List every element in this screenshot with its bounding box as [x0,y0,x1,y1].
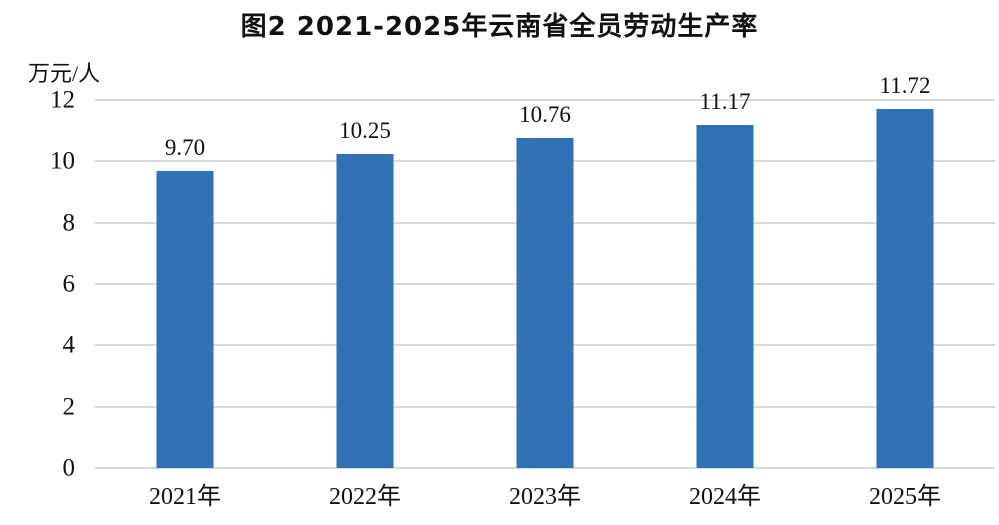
x-axis-label-2025年: 2025年 [869,484,941,510]
y-tick-label-6: 6 [62,270,76,298]
bar-slot-2021年: 9.70 [95,100,275,468]
y-tick-label-4: 4 [62,331,76,359]
x-axis-label-2021年: 2021年 [149,484,221,510]
x-axis-label-2024年: 2024年 [689,484,761,510]
bar-value-label-2021年: 9.70 [164,134,206,160]
y-tick-label-10: 10 [50,147,75,175]
y-axis-tick-labels: 0 2 4 6 8 10 12 [0,88,85,481]
chart-title: 图2 2021-2025年云南省全员劳动生产率 [240,12,759,42]
bar-slot-2025年: 11.72 [815,74,995,468]
plot-area: 9.70 10.25 10.76 11.17 11.72 [95,74,995,469]
bar-2021年 [156,170,214,468]
bar-value-label-2024年: 11.17 [699,89,751,115]
bar-slot-2022年: 10.25 [275,100,455,468]
x-axis-label-2023年: 2023年 [509,484,581,510]
y-tick-label-2: 2 [62,393,76,421]
bar-slot-2023年: 10.76 [455,100,635,468]
bar-value-label-2025年: 11.72 [879,72,931,98]
y-tick-label-0: 0 [62,454,76,482]
bar-2022年 [336,153,394,468]
bar-slot-2024年: 11.17 [635,90,815,468]
gridline-y-0 [95,467,995,469]
x-axis-label-2022年: 2022年 [329,484,401,510]
bar-2023年 [516,138,574,468]
y-tick-label-12: 12 [50,86,75,114]
y-tick-label-8: 8 [62,209,76,237]
y-axis-unit-label: 万元/人 [28,61,101,86]
bar-value-label-2023年: 10.76 [519,102,571,128]
bar-2024年 [696,125,754,468]
x-axis-labels: 2021年 2022年 2023年 2024年 2025年 [95,476,995,512]
gridline-y-12 [95,99,995,101]
bar-value-label-2022年: 10.25 [339,117,391,143]
bar-2025年 [876,108,934,468]
